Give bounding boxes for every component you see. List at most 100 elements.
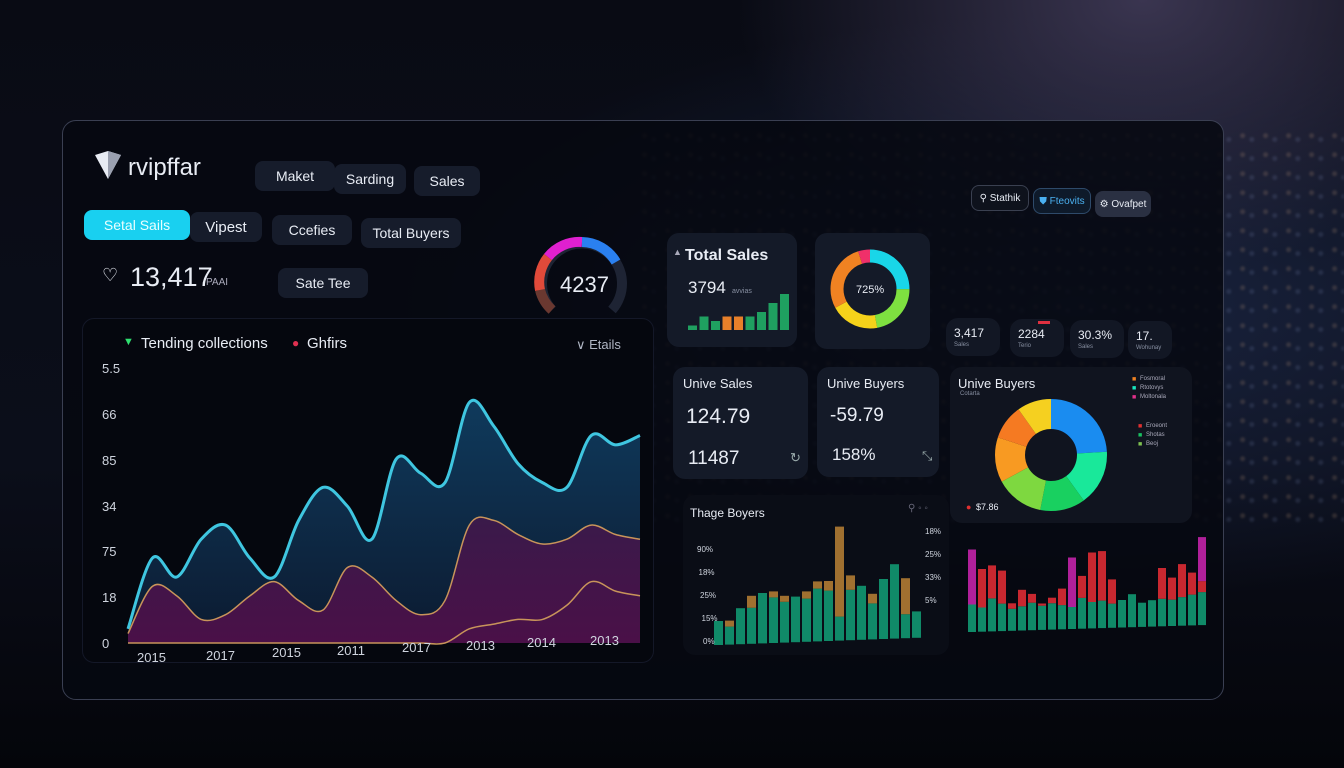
bar-green bbox=[1098, 600, 1106, 629]
details-dropdown[interactable]: ∨ Etails bbox=[576, 337, 621, 352]
bar-red bbox=[1028, 593, 1036, 603]
bar-magenta bbox=[1068, 557, 1076, 607]
stat-label: Sales bbox=[1078, 344, 1094, 350]
tab-vipest[interactable]: Vipest bbox=[190, 212, 262, 242]
y-tick-label: 33% bbox=[925, 573, 942, 582]
bar-green bbox=[998, 603, 1006, 632]
bar-orange bbox=[824, 581, 833, 591]
legend-label: Shotas bbox=[1146, 432, 1165, 438]
bar-green bbox=[1078, 597, 1086, 629]
y-tick-label: 34 bbox=[102, 498, 117, 514]
nav-sales[interactable]: Sales bbox=[414, 166, 480, 196]
bar-green bbox=[879, 579, 888, 639]
logo-text: rvipffar bbox=[128, 154, 201, 181]
donut-slice bbox=[995, 399, 1107, 511]
legend-marker: ■ bbox=[1132, 385, 1137, 392]
bar-orange bbox=[725, 620, 734, 627]
bar-green bbox=[780, 601, 789, 643]
unive-buyers-value2: 158% bbox=[832, 445, 876, 464]
legend-tending: Tending collections bbox=[141, 335, 268, 352]
bar-orange bbox=[780, 595, 789, 602]
summary-value: 13,417 bbox=[130, 262, 213, 292]
bar-green bbox=[890, 564, 899, 639]
stat-card bbox=[1128, 321, 1172, 359]
bar-red bbox=[1178, 564, 1186, 598]
bar-green bbox=[968, 604, 976, 632]
stat-value: 3,417 bbox=[954, 326, 985, 340]
donut-slice bbox=[995, 399, 1107, 511]
donut-big bbox=[995, 399, 1107, 511]
fteovits-button[interactable]: ⛊ Fteovits bbox=[1033, 188, 1091, 214]
bar-green bbox=[1138, 602, 1146, 627]
bar-orange bbox=[901, 578, 910, 615]
y-tick-label: 90% bbox=[697, 545, 714, 554]
donut-slice bbox=[830, 249, 910, 329]
series-line bbox=[126, 398, 641, 630]
stathik-button[interactable]: ⚲ Stathik bbox=[971, 185, 1029, 211]
pin-icon[interactable]: ⚲ ◦ ◦ bbox=[908, 503, 928, 514]
donut-small-center: 725% bbox=[856, 284, 885, 296]
donut-slice bbox=[830, 249, 910, 329]
stat-card bbox=[946, 318, 1000, 356]
nav-maket[interactable]: Maket bbox=[255, 161, 335, 191]
legend-marker-b: ■ bbox=[1138, 423, 1143, 430]
x-tick-label: 2017 bbox=[402, 640, 431, 655]
stat-value: 17. bbox=[1136, 329, 1153, 343]
bar-green bbox=[747, 607, 756, 644]
bar-red bbox=[988, 565, 996, 599]
bar-orange bbox=[835, 526, 844, 617]
bar-red bbox=[1198, 581, 1206, 593]
stat-value: 30.3% bbox=[1078, 328, 1113, 342]
stat-label: Sales bbox=[954, 342, 970, 348]
x-tick-label: 2015 bbox=[137, 650, 166, 665]
stat-label: Terio bbox=[1018, 343, 1032, 349]
bar-green bbox=[1038, 605, 1046, 630]
bar-green bbox=[758, 593, 767, 644]
settings-icon: ⚙ bbox=[1099, 198, 1112, 210]
bar-green bbox=[813, 588, 822, 642]
tab-total-buyers[interactable]: Total Buyers bbox=[361, 218, 461, 248]
bar bbox=[734, 316, 743, 330]
bar bbox=[722, 316, 732, 330]
y-tick-label: 85 bbox=[102, 452, 117, 468]
legend-marker-green: ▼ bbox=[123, 336, 134, 348]
x-tick-label: 2014 bbox=[527, 635, 556, 650]
nav-sarding[interactable]: Sarding bbox=[334, 164, 406, 194]
y-tick-label: 0 bbox=[102, 636, 110, 651]
legend-marker: ■ bbox=[1132, 394, 1137, 401]
legend-marker-b: ■ bbox=[1138, 441, 1143, 448]
expand-icon[interactable]: ⤡ bbox=[922, 448, 933, 463]
bar bbox=[699, 316, 709, 330]
x-tick-label: 2013 bbox=[590, 632, 619, 648]
bar-green bbox=[1058, 605, 1066, 630]
bar-green bbox=[736, 608, 745, 645]
total-marker: ● bbox=[966, 502, 972, 512]
legend-ghfirs: Ghfirs bbox=[307, 335, 348, 352]
tab-setal-sails[interactable]: Setal Sails bbox=[84, 210, 190, 240]
ovafpet-button[interactable]: ⚙ Ovafpet bbox=[1095, 191, 1151, 217]
bar-green bbox=[1178, 597, 1186, 626]
bar-orange bbox=[868, 593, 877, 604]
bar-magenta bbox=[968, 549, 976, 605]
bar-green bbox=[1008, 608, 1016, 631]
bar bbox=[780, 294, 789, 330]
bar-green bbox=[857, 585, 866, 640]
bar-green bbox=[791, 596, 800, 643]
y-tick-label: 25% bbox=[925, 550, 942, 559]
unive-sales-value2: 11487 bbox=[688, 448, 740, 469]
donut-slice bbox=[995, 399, 1107, 511]
bar-green bbox=[1028, 602, 1036, 631]
bar-green bbox=[1088, 602, 1096, 629]
sate-tee-button[interactable]: Sate Tee bbox=[278, 268, 368, 298]
area-chart bbox=[126, 398, 641, 645]
tab-ccefies[interactable]: Ccefies bbox=[272, 215, 352, 245]
bar-red bbox=[1048, 597, 1056, 604]
refresh-icon[interactable]: ↻ bbox=[790, 450, 801, 465]
bar-green bbox=[714, 621, 723, 645]
bar-red bbox=[1098, 551, 1106, 601]
x-tick-label: 2013 bbox=[466, 637, 495, 653]
y-tick-label: 75 bbox=[102, 544, 117, 560]
bar-red bbox=[1058, 588, 1066, 606]
bar-green bbox=[978, 607, 986, 632]
heart-icon[interactable]: ♡ bbox=[102, 265, 119, 285]
